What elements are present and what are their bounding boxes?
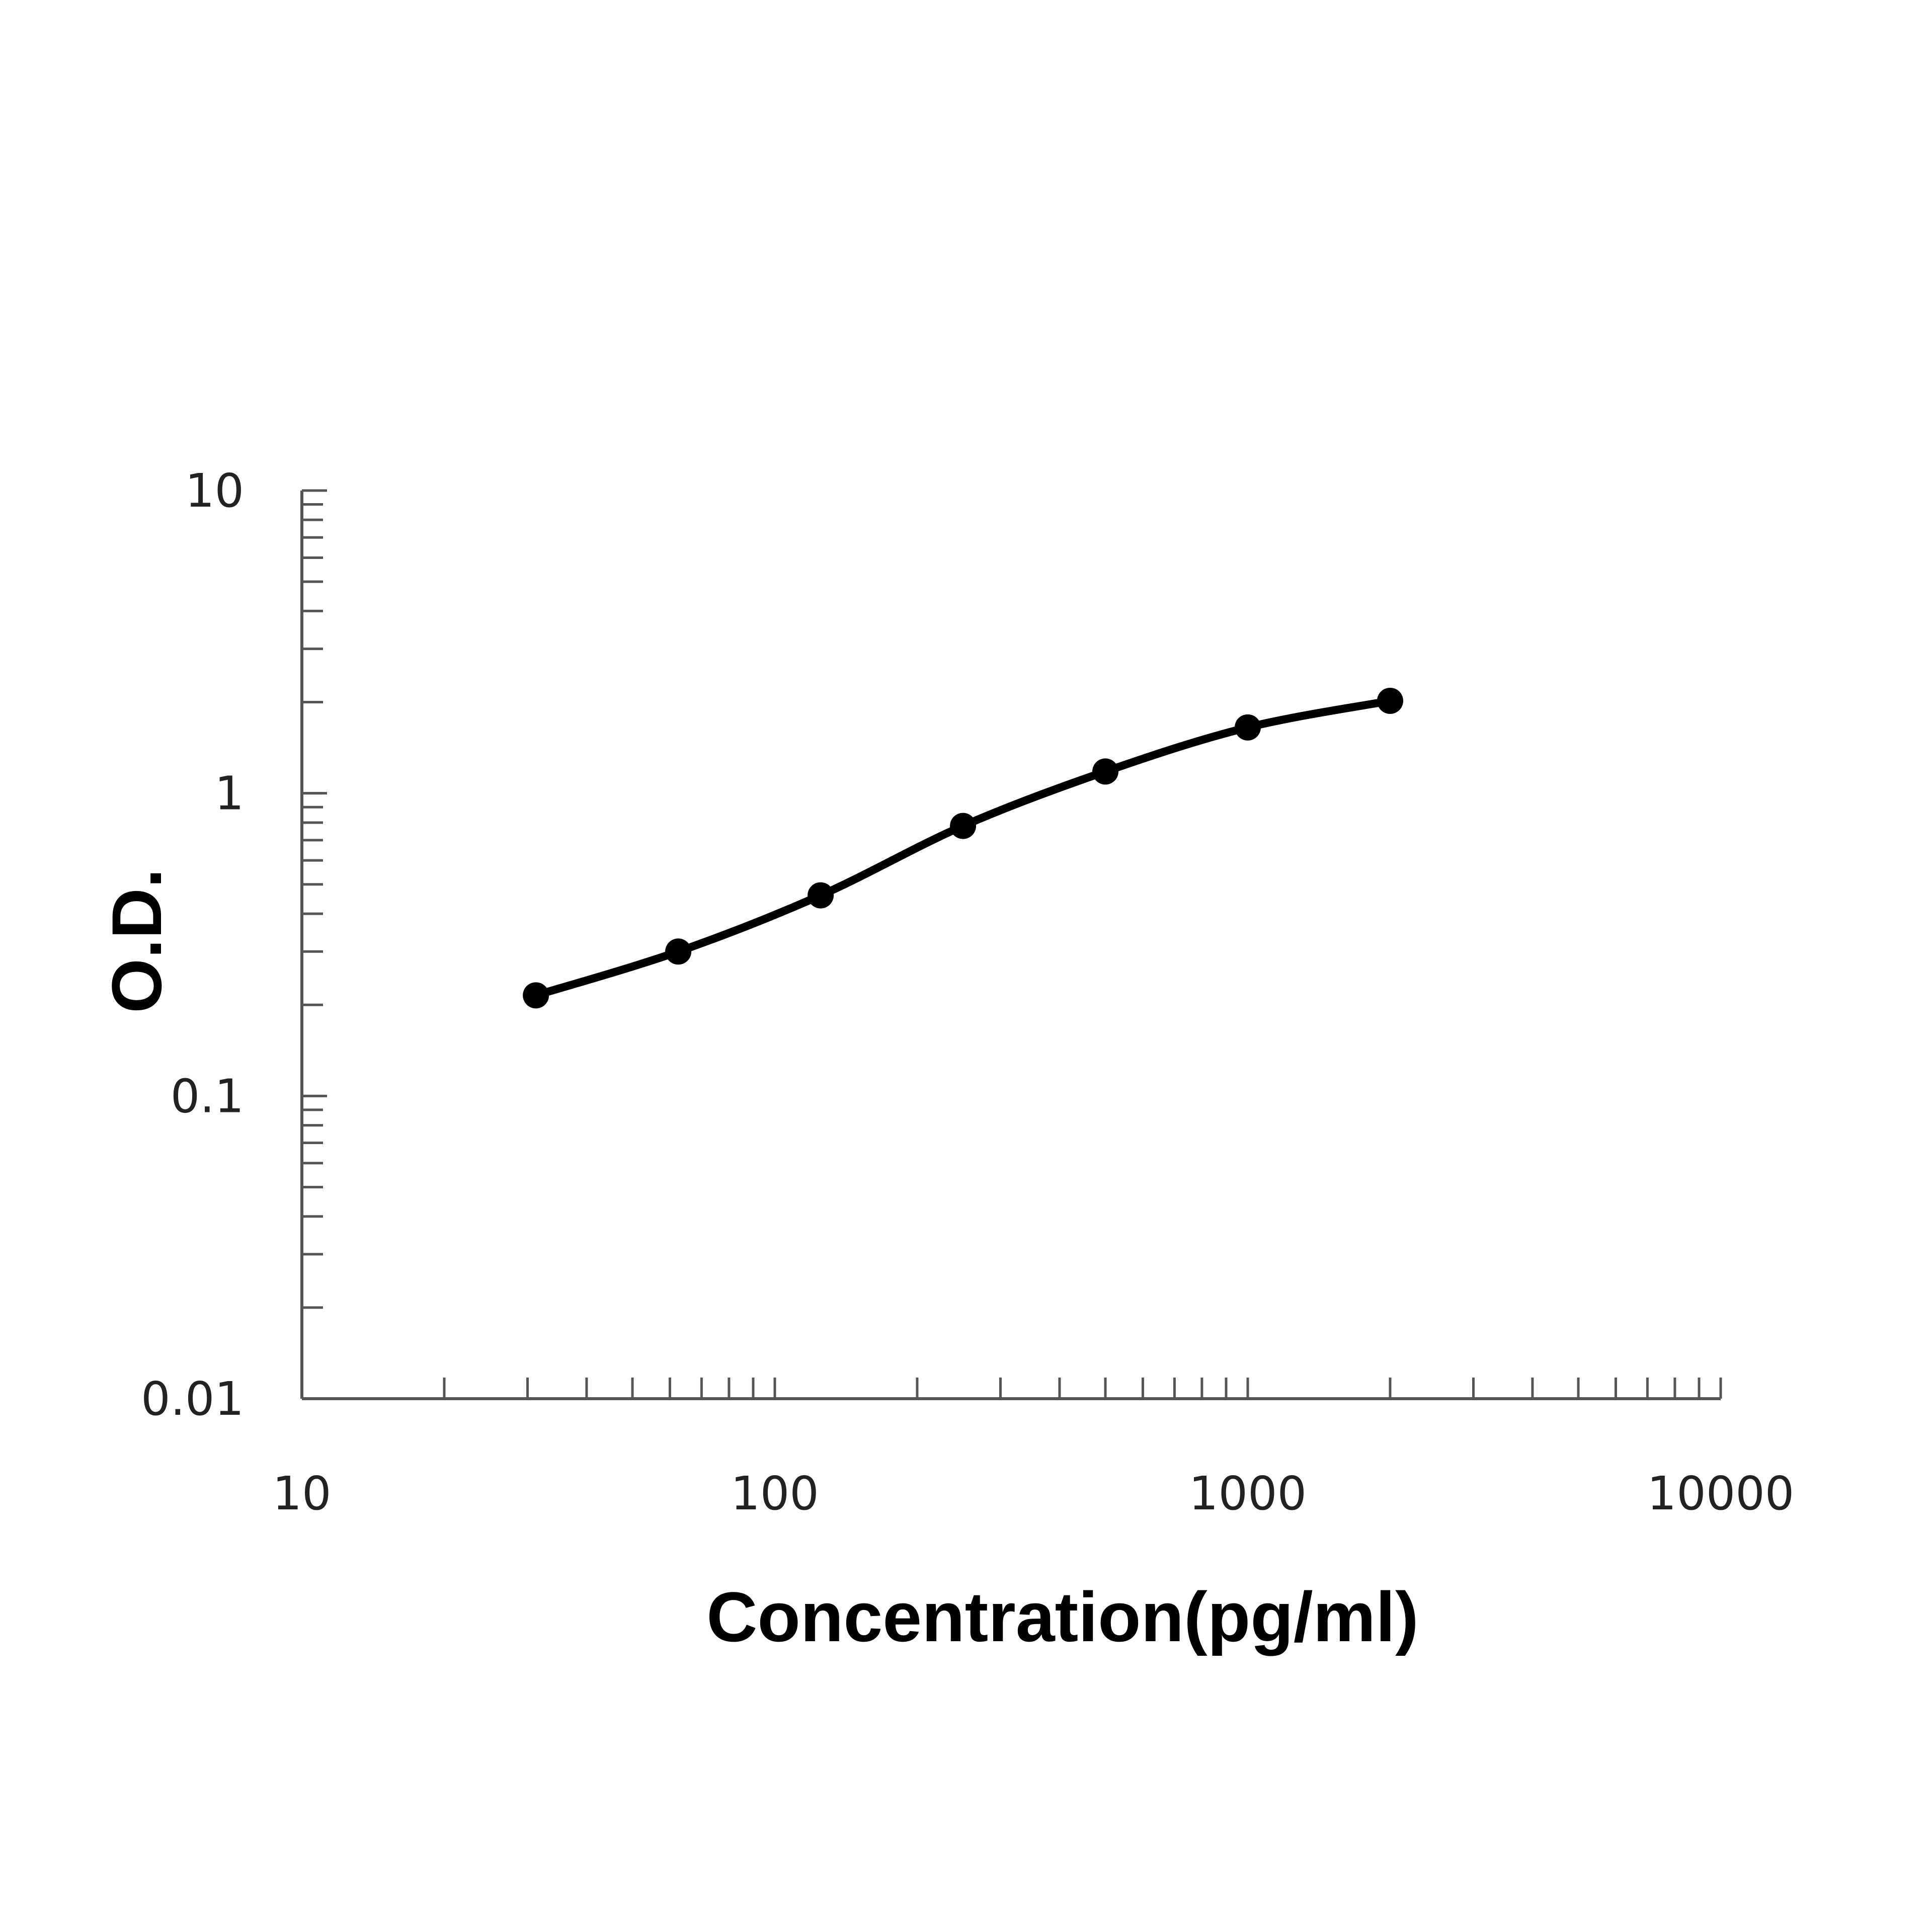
y-tick-label: 10 bbox=[185, 464, 244, 518]
x-tick-label: 10 bbox=[272, 1467, 331, 1520]
y-axis-title: O.D. bbox=[97, 868, 176, 1013]
data-point bbox=[950, 813, 977, 839]
data-point bbox=[808, 882, 834, 909]
x-tick-label: 100 bbox=[731, 1467, 819, 1520]
data-point bbox=[1235, 714, 1261, 741]
x-axis-title: Concentration(pg/ml) bbox=[706, 1577, 1418, 1656]
data-point bbox=[523, 982, 549, 1009]
series-line bbox=[532, 696, 1394, 1000]
tick-labels: 10 100 1000 10000 0.01 0.1 1 10 bbox=[141, 464, 1794, 1520]
ticks bbox=[302, 489, 1722, 1399]
data-point bbox=[1092, 758, 1119, 785]
x-tick-label: 10000 bbox=[1647, 1467, 1795, 1520]
plot-area bbox=[523, 687, 1403, 1009]
data-point bbox=[665, 938, 692, 965]
y-tick-label: 0.1 bbox=[171, 1069, 244, 1123]
x-tick-label: 1000 bbox=[1189, 1467, 1307, 1520]
y-tick-label: 1 bbox=[214, 767, 244, 821]
axes bbox=[300, 491, 1721, 1400]
data-point bbox=[1377, 687, 1403, 714]
y-tick-label: 0.01 bbox=[141, 1372, 244, 1426]
